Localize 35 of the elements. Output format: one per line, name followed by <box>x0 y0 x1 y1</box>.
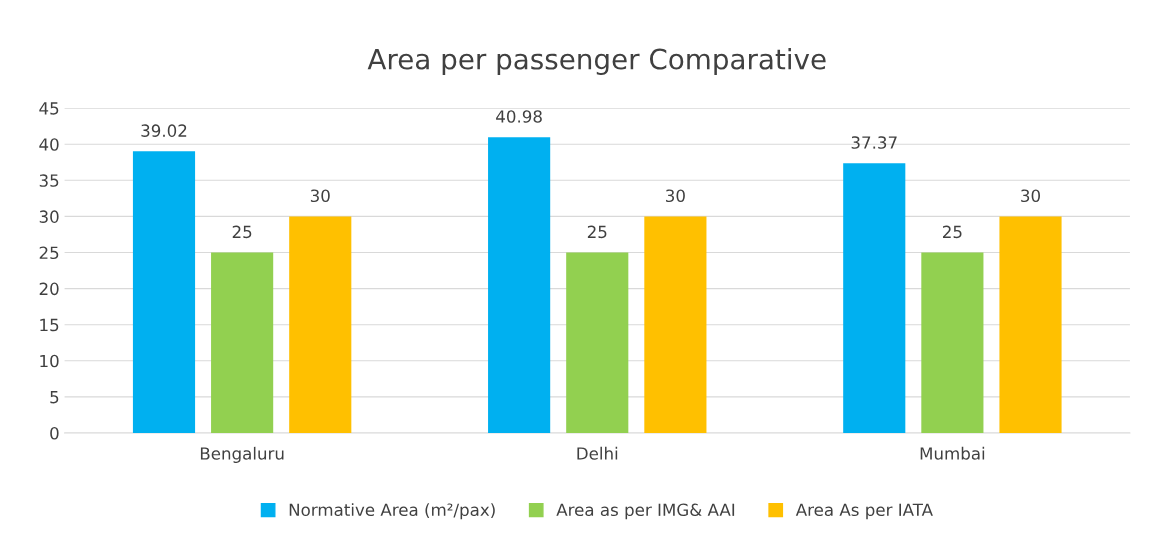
data-label: 25 <box>943 225 962 239</box>
bar <box>132 151 196 433</box>
x-tick-label: Bengaluru <box>200 446 284 463</box>
data-label: 37.37 <box>851 136 897 149</box>
bar <box>843 163 906 433</box>
legend-label: Area As per IATA <box>795 503 933 520</box>
y-tick-label: 5 <box>50 391 59 404</box>
data-label: 30 <box>1021 189 1040 203</box>
y-tick-label: 0 <box>50 426 59 440</box>
y-tick-label: 10 <box>40 354 59 368</box>
chart-title: Area per passenger Comparative <box>367 48 826 75</box>
y-tick-label: 30 <box>39 210 59 223</box>
data-label: 40.98 <box>496 110 542 123</box>
y-tick-label: 35 <box>39 174 59 187</box>
data-label: 25 <box>232 225 252 239</box>
bar <box>289 216 352 433</box>
y-tick-label: 25 <box>39 246 59 260</box>
bar <box>566 252 629 433</box>
y-tick-label: 40 <box>39 138 59 151</box>
data-label: 30 <box>666 189 685 203</box>
bar <box>999 216 1062 433</box>
y-tick-label: 45 <box>39 102 59 115</box>
y-tick-label: 15 <box>40 318 59 332</box>
bar <box>488 137 551 433</box>
data-label: 30 <box>310 189 330 203</box>
data-label: 25 <box>587 225 607 239</box>
legend-label: Area as per IMG& AAI <box>556 503 735 520</box>
data-label: 39.02 <box>141 124 187 137</box>
x-tick-label: Mumbai <box>920 446 985 460</box>
legend-label: Normative Area (m²/pax) <box>289 503 495 520</box>
bar <box>644 216 707 433</box>
bar <box>921 252 984 433</box>
y-tick-label: 20 <box>39 282 59 296</box>
x-tick-label: Delhi <box>577 446 618 460</box>
bar <box>211 252 274 433</box>
